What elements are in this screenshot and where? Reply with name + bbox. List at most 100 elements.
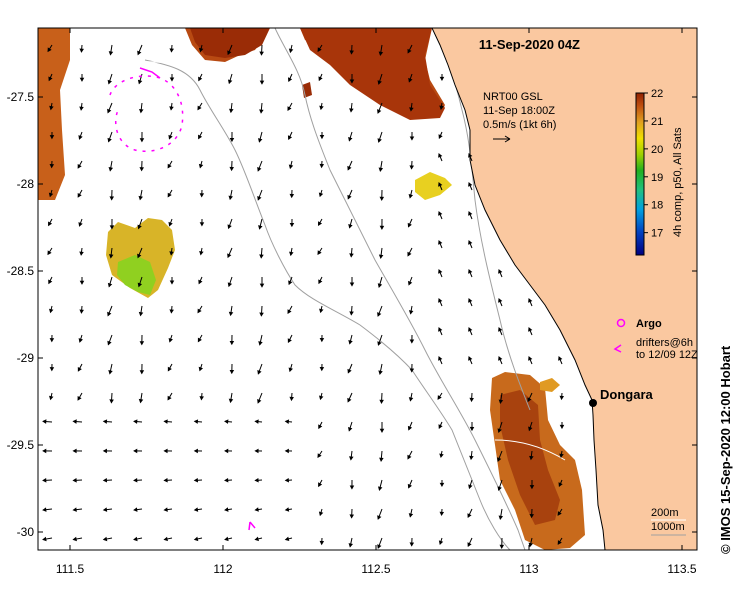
- current-arrow-head: [72, 507, 77, 512]
- current-arrow-head: [77, 164, 82, 169]
- drifter-track-north: [139, 67, 161, 79]
- current-arrow-head: [407, 454, 412, 460]
- current-arrow-head: [468, 356, 473, 361]
- current-arrow-head: [198, 163, 204, 169]
- current-arrow-head: [108, 167, 114, 172]
- current-arrow-head: [498, 327, 503, 332]
- current-arrow-head: [438, 327, 443, 332]
- current-arrow-head: [72, 478, 77, 483]
- drifter-tracks: [109, 67, 256, 531]
- current-arrow-head: [288, 280, 293, 286]
- current-arrow-head: [72, 419, 77, 424]
- current-arrow-head: [348, 224, 353, 229]
- current-arrow-head: [198, 134, 203, 140]
- current-arrow-head: [319, 105, 324, 111]
- current-arrow-head: [42, 419, 47, 424]
- current-arrow-head: [193, 536, 199, 542]
- current-arrow-head: [438, 153, 443, 158]
- sst-patch-west-edge: [38, 28, 70, 200]
- current-arrow-head: [379, 399, 384, 404]
- argo-symbol: [616, 318, 626, 328]
- current-arrow-head: [168, 134, 173, 140]
- current-arrow-head: [287, 77, 293, 83]
- current-arrow-head: [528, 298, 533, 303]
- current-arrow-head: [79, 309, 84, 314]
- current-arrow-head: [197, 337, 202, 343]
- current-arrow-head: [49, 105, 54, 111]
- current-arrow-head: [79, 280, 85, 285]
- current-arrow-head: [77, 367, 82, 372]
- current-arrow-head: [467, 513, 472, 519]
- current-arrow-head: [138, 311, 144, 317]
- current-arrow-head: [137, 253, 142, 259]
- current-arrow-head: [259, 283, 265, 288]
- current-arrow-head: [557, 511, 562, 516]
- current-arrow-head: [467, 542, 472, 548]
- colorbar-label: 4h comp, p50, All Sats: [672, 127, 684, 237]
- current-arrow-head: [438, 182, 443, 187]
- current-arrow-head: [227, 282, 233, 288]
- current-arrow-head: [284, 448, 289, 454]
- current-arrow-head: [319, 135, 325, 140]
- current-arrow-head: [289, 193, 295, 199]
- current-arrow-head: [199, 193, 205, 198]
- current-arrow-head: [468, 269, 473, 274]
- current-arrow-head: [468, 153, 473, 158]
- current-arrow-head: [139, 341, 145, 346]
- current-arrow-head: [439, 482, 445, 488]
- current-arrow-head: [409, 165, 415, 170]
- current-arrow-head: [349, 50, 354, 55]
- current-arrow-head: [257, 398, 262, 404]
- current-arrow-head: [254, 536, 259, 542]
- current-arrow-head: [254, 507, 259, 512]
- current-arrow-head: [138, 398, 144, 404]
- latitude-axis: -27.5 -28 -28.5 -29 -29.5 -30: [7, 90, 697, 539]
- current-arrow-head: [438, 424, 443, 429]
- current-arrow-head: [288, 48, 294, 54]
- current-arrow-head: [319, 163, 325, 169]
- current-arrow-head: [498, 298, 503, 303]
- colorbar-tick-label: 21: [651, 116, 663, 128]
- current-arrow-head: [438, 211, 443, 216]
- current-arrow-head: [349, 282, 355, 287]
- current-arrow-head: [318, 76, 323, 82]
- current-arrow-head: [318, 482, 323, 488]
- current-arrow-head: [408, 194, 414, 199]
- current-arrow-head: [107, 79, 112, 85]
- current-arrow-head: [498, 356, 503, 361]
- current-arrow-head: [529, 485, 535, 490]
- current-arrow-head: [79, 48, 84, 53]
- colorbar-ticks: 22 21 20 19 18 17: [644, 88, 663, 240]
- land-mass: [431, 28, 697, 550]
- current-arrow-head: [139, 167, 145, 172]
- current-arrow-head: [498, 515, 504, 521]
- current-arrow-head: [468, 211, 473, 216]
- sst-patch-nw-ring-hole: [55, 46, 203, 163]
- bathymetry-contours: [139, 28, 566, 550]
- current-arrow-head: [42, 478, 47, 483]
- current-arrow-head: [168, 221, 173, 227]
- current-arrow-head: [224, 448, 229, 454]
- current-arrow-head: [528, 542, 533, 548]
- current-arrow-head: [377, 283, 383, 288]
- current-arrow-head: [377, 109, 382, 114]
- current-arrow-head: [377, 312, 382, 317]
- current-arrow-head: [284, 419, 290, 424]
- contour-200m: [144, 59, 511, 550]
- current-arrow-head: [287, 135, 293, 141]
- depth-label-1000m: 1000m: [651, 521, 685, 533]
- current-arrow-head: [258, 225, 263, 230]
- colorbar-tick-label: 19: [651, 172, 663, 184]
- current-arrow-head: [48, 279, 53, 285]
- current-arrow-head: [169, 309, 174, 314]
- current-arrow-head: [439, 105, 444, 111]
- current-arrow-head: [198, 279, 203, 285]
- current-arrow-head: [349, 253, 354, 258]
- current-arrow-head: [169, 48, 174, 53]
- current-arrow-head: [169, 77, 175, 82]
- current-arrow-head: [469, 426, 475, 432]
- current-arrow-head: [107, 340, 112, 346]
- current-arrow-head: [378, 370, 383, 375]
- current-arrow-head: [107, 108, 112, 114]
